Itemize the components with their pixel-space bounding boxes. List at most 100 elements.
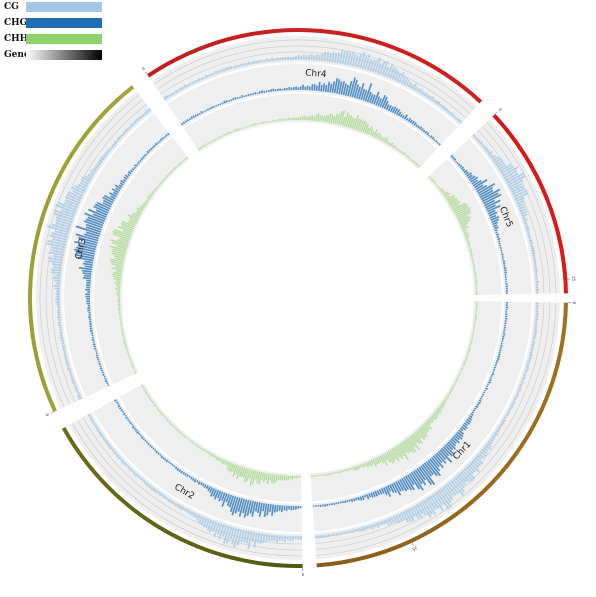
bar-cg bbox=[482, 446, 489, 452]
bar-cg bbox=[71, 186, 85, 195]
bar-chh bbox=[146, 197, 151, 201]
bar-chg bbox=[416, 468, 426, 481]
bar-cg bbox=[128, 126, 132, 130]
bar-cg bbox=[378, 521, 382, 526]
bar-cg bbox=[534, 267, 538, 271]
bar-cg bbox=[53, 265, 63, 269]
bar-chg bbox=[139, 434, 143, 437]
bar-chg bbox=[335, 502, 338, 505]
track-chh-background bbox=[94, 137, 190, 385]
bar-chh bbox=[183, 159, 186, 162]
bar-chh bbox=[209, 452, 212, 456]
bar-chh bbox=[144, 391, 148, 394]
bar-chh bbox=[129, 219, 137, 225]
bar-cg bbox=[240, 63, 243, 67]
bar-chg bbox=[362, 89, 368, 101]
bar-cg bbox=[505, 172, 525, 184]
bar-chh bbox=[371, 131, 375, 137]
bar-chg bbox=[339, 501, 342, 504]
bar-chg bbox=[180, 470, 184, 474]
bar-cg bbox=[173, 502, 178, 507]
bar-chg bbox=[505, 283, 508, 285]
bar-chg bbox=[202, 110, 205, 113]
bar-chh bbox=[295, 117, 298, 121]
bar-cg bbox=[245, 62, 248, 66]
bar-chg bbox=[476, 184, 488, 193]
bar-cg bbox=[208, 520, 216, 533]
bar-cg bbox=[46, 242, 66, 249]
bar-chh bbox=[338, 110, 343, 125]
bar-chg bbox=[452, 436, 460, 444]
bar-cg bbox=[529, 351, 533, 354]
bar-cg bbox=[144, 112, 148, 116]
bar-chg bbox=[497, 355, 501, 358]
bar-cg bbox=[169, 499, 174, 504]
bar-cg bbox=[448, 481, 459, 494]
bar-cg bbox=[165, 496, 169, 501]
bar-cg bbox=[197, 77, 201, 82]
bar-chg bbox=[473, 179, 488, 189]
bar-chh bbox=[407, 156, 411, 159]
bar-chg bbox=[401, 114, 405, 119]
bar-chh bbox=[470, 341, 473, 344]
bar-cg bbox=[509, 183, 523, 191]
bar-chh bbox=[256, 123, 259, 125]
bar-cg bbox=[323, 51, 327, 62]
bar-chh bbox=[127, 221, 136, 226]
bar-chh bbox=[232, 465, 238, 477]
bar-cg bbox=[207, 74, 211, 78]
bar-chg bbox=[387, 485, 392, 492]
bar-chg bbox=[420, 127, 424, 132]
bar-cg bbox=[388, 66, 396, 79]
bar-cg bbox=[95, 163, 101, 168]
bar-chh bbox=[174, 427, 177, 430]
tick-mark bbox=[495, 111, 498, 115]
bar-cg bbox=[526, 363, 530, 367]
bar-chh bbox=[195, 444, 199, 447]
bar-chg bbox=[437, 450, 447, 461]
bar-cg bbox=[359, 52, 366, 69]
bar-cg bbox=[516, 200, 525, 205]
bar-chg bbox=[317, 504, 320, 507]
bar-chg bbox=[495, 231, 498, 234]
bar-chg bbox=[504, 276, 507, 279]
bar-cg bbox=[517, 203, 525, 208]
bar-cg bbox=[53, 279, 61, 282]
bar-chg bbox=[475, 184, 484, 191]
bar-chh bbox=[116, 292, 121, 294]
bar-chg bbox=[164, 458, 167, 461]
bar-cg bbox=[117, 456, 122, 460]
bar-chg bbox=[327, 81, 331, 93]
bar-chh bbox=[143, 202, 147, 206]
bar-chg bbox=[499, 244, 502, 247]
bar-cg bbox=[492, 433, 497, 438]
bar-chh bbox=[220, 135, 222, 138]
bar-chh bbox=[164, 176, 167, 179]
bar-cg bbox=[393, 70, 400, 81]
bar-chg bbox=[150, 446, 154, 449]
bar-chg bbox=[479, 189, 494, 199]
bar-chg bbox=[486, 385, 488, 388]
bar-chg bbox=[442, 446, 453, 457]
bar-cg bbox=[62, 347, 66, 350]
bar-cg bbox=[433, 492, 443, 505]
bar-chh bbox=[127, 351, 129, 354]
bar-cg bbox=[368, 524, 372, 530]
bar-chg bbox=[254, 92, 257, 95]
bar-chh bbox=[398, 149, 401, 152]
bar-chh bbox=[206, 143, 209, 146]
bar-cg bbox=[53, 255, 64, 259]
bar-chh bbox=[114, 229, 132, 237]
bar-cg bbox=[504, 172, 519, 182]
bar-cg bbox=[532, 338, 535, 341]
bar-cg bbox=[363, 526, 367, 531]
bar-cg bbox=[530, 247, 535, 250]
bar-chg bbox=[254, 501, 259, 512]
bar-cg bbox=[133, 120, 138, 124]
bar-chh bbox=[184, 436, 188, 439]
bar-cg bbox=[203, 76, 206, 80]
bar-chh bbox=[445, 195, 450, 200]
bar-chg bbox=[154, 142, 158, 146]
bar-cg bbox=[430, 96, 435, 102]
bar-cg bbox=[263, 59, 266, 63]
